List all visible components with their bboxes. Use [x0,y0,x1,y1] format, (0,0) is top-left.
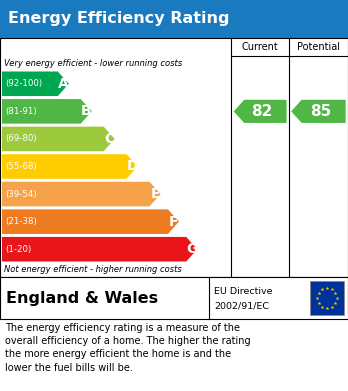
Polygon shape [234,100,286,123]
Bar [0,277,348,319]
Bar [310,281,344,315]
Polygon shape [2,154,138,179]
Text: (55-68): (55-68) [5,162,37,171]
Text: 85: 85 [310,104,331,119]
Text: B: B [81,104,92,118]
Text: (92-100): (92-100) [5,79,42,88]
Text: Current: Current [242,42,278,52]
Text: England & Wales: England & Wales [6,291,158,305]
Text: Potential: Potential [297,42,340,52]
Text: D: D [126,160,138,174]
Text: Not energy efficient - higher running costs: Not energy efficient - higher running co… [4,265,182,274]
Text: Very energy efficient - lower running costs: Very energy efficient - lower running co… [4,59,182,68]
Polygon shape [2,99,92,124]
Text: (1-20): (1-20) [5,245,31,254]
Text: (39-54): (39-54) [5,190,37,199]
Text: (81-91): (81-91) [5,107,37,116]
Text: 2002/91/EC: 2002/91/EC [214,302,269,311]
Text: (21-38): (21-38) [5,217,37,226]
Text: C: C [104,132,114,146]
Bar [0,0,348,38]
Polygon shape [2,237,197,262]
Bar [0,38,348,277]
Text: 82: 82 [252,104,273,119]
Polygon shape [291,100,346,123]
Polygon shape [2,72,69,96]
Polygon shape [2,209,179,234]
Text: A: A [58,77,69,91]
Text: Energy Efficiency Rating: Energy Efficiency Rating [8,11,229,27]
Polygon shape [2,127,115,151]
Text: EU Directive: EU Directive [214,287,272,296]
Text: G: G [186,242,197,256]
Text: E: E [150,187,160,201]
Text: F: F [169,215,178,229]
Polygon shape [2,182,160,206]
Text: (69-80): (69-80) [5,135,37,143]
Text: The energy efficiency rating is a measure of the
overall efficiency of a home. T: The energy efficiency rating is a measur… [5,323,251,373]
